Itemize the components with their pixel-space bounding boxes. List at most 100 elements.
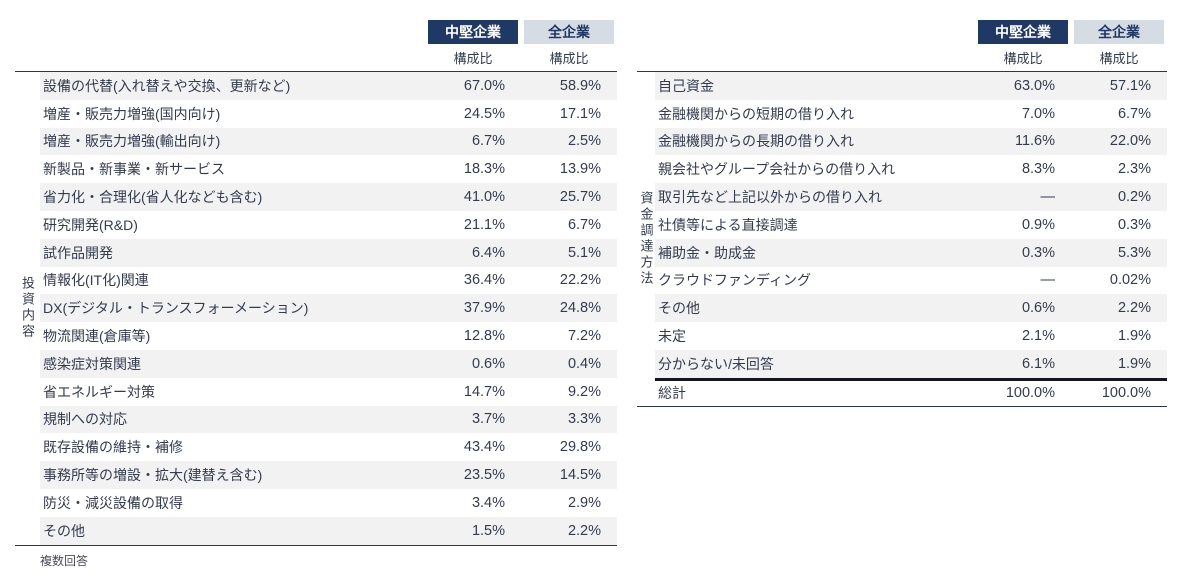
subheader-composition-ratio-midsize: 構成比 <box>1003 51 1043 66</box>
row-label: 金融機関からの長期の借り入れ <box>658 133 854 150</box>
row-label: 未定 <box>658 328 686 345</box>
table-row: 増産・販売力増強(輸出向け) 6.7% 2.5% <box>40 127 617 156</box>
table-row: 未定 2.1% 1.9% <box>655 322 1167 350</box>
row-label: 自己資金 <box>658 77 714 94</box>
all-companies-value: 0.2% <box>1117 189 1151 206</box>
midsize-value: 36.4% <box>463 272 505 289</box>
midsize-value: 8.3% <box>1021 161 1055 178</box>
all-companies-value: 14.5% <box>559 467 601 484</box>
subheader-composition-ratio-midsize: 構成比 <box>453 51 493 66</box>
midsize-value: 14.7% <box>463 383 505 400</box>
table-row: 既存設備の維持・補修 43.4% 29.8% <box>40 433 617 462</box>
all-companies-value: 0.02% <box>1109 272 1151 289</box>
table-row: DX(デジタル・トランスフォーメーション) 37.9% 24.8% <box>40 294 617 323</box>
all-companies-value: 2.3% <box>1117 161 1151 178</box>
table-row: 分からない/未回答 6.1% 1.9% <box>655 349 1167 378</box>
column-header-all-companies: 全企業 <box>524 20 614 44</box>
row-label: 省力化・合理化(省人化なども含む) <box>43 189 263 206</box>
all-companies-value: 1.9% <box>1117 355 1151 372</box>
all-companies-value: 0.3% <box>1117 216 1151 233</box>
row-label: 補助金・助成金 <box>658 244 756 261</box>
table-row: 補助金・助成金 0.3% 5.3% <box>655 238 1167 267</box>
midsize-value: 6.1% <box>1021 355 1055 372</box>
total-midsize-value: 100.0% <box>1005 385 1055 402</box>
midsize-value: 43.4% <box>463 439 505 456</box>
spacer <box>637 44 975 71</box>
row-label: 分からない/未回答 <box>658 355 774 372</box>
all-companies-value: 2.2% <box>567 522 601 539</box>
midsize-value: 0.6% <box>471 355 505 372</box>
all-companies-value: 22.0% <box>1109 133 1151 150</box>
all-companies-value: 0.4% <box>567 355 601 372</box>
midsize-value: ― <box>1040 189 1056 206</box>
spacer <box>637 20 975 44</box>
table-row: 省エネルギー対策 14.7% 9.2% <box>40 377 617 406</box>
table-row: 社債等による直接調達 0.9% 0.3% <box>655 210 1167 239</box>
table-row: その他 0.6% 2.2% <box>655 294 1167 323</box>
table-row: 試作品開発 6.4% 5.1% <box>40 238 617 267</box>
midsize-value: 1.5% <box>471 522 505 539</box>
row-label: 既存設備の維持・補修 <box>43 439 183 456</box>
table-row: 情報化(IT化)関連 36.4% 22.2% <box>40 266 617 295</box>
spacer <box>15 44 425 71</box>
column-header-midsize-companies: 中堅企業 <box>428 20 518 44</box>
table-row: 親会社やグループ会社からの借り入れ 8.3% 2.3% <box>655 155 1167 184</box>
table-row: 物流関連(倉庫等) 12.8% 7.2% <box>40 322 617 350</box>
row-label: 事務所等の増設・拡大(建替え含む) <box>43 467 263 484</box>
investment-table-header: 中堅企業 全企業 構成比 構成比 <box>15 20 617 71</box>
total-row: 総計 100.0% 100.0% <box>655 377 1167 406</box>
table-row: 自己資金 63.0% 57.1% <box>655 72 1167 100</box>
row-label: DX(デジタル・トランスフォーメーション) <box>43 300 309 317</box>
row-label: 新製品・新事業・新サービス <box>43 161 225 178</box>
midsize-value: 23.5% <box>463 467 505 484</box>
all-companies-value: 24.8% <box>559 300 601 317</box>
table-row: 研究開発(R&D) 21.1% 6.7% <box>40 210 617 239</box>
row-label: 感染症対策関連 <box>43 355 141 372</box>
row-label: 物流関連(倉庫等) <box>43 328 151 345</box>
midsize-value: 6.4% <box>471 244 505 261</box>
total-label: 総計 <box>658 385 686 402</box>
row-label: 取引先など上記以外からの借り入れ <box>658 189 882 206</box>
midsize-value: 3.4% <box>471 494 505 511</box>
all-companies-value: 2.2% <box>1117 300 1151 317</box>
funding-table-body: 資金調達方法 自己資金 63.0% 57.1% 金融機関からの短期の借り入れ 7… <box>637 71 1167 407</box>
all-companies-value: 57.1% <box>1109 77 1151 94</box>
table-row: 防災・減災設備の取得 3.4% 2.9% <box>40 488 617 517</box>
all-companies-value: 7.2% <box>567 328 601 345</box>
midsize-value: 41.0% <box>463 189 505 206</box>
column-header-all-companies: 全企業 <box>1074 20 1164 44</box>
row-label: 規制への対応 <box>43 411 127 428</box>
row-label: 試作品開発 <box>43 244 113 261</box>
midsize-value: 7.0% <box>1021 105 1055 122</box>
all-companies-value: 2.9% <box>567 494 601 511</box>
midsize-value: ― <box>1040 272 1056 289</box>
side-label-investment: 投資内容 <box>20 276 35 341</box>
all-companies-value: 1.9% <box>1117 328 1151 345</box>
all-companies-value: 5.3% <box>1117 244 1151 261</box>
row-label: 研究開発(R&D) <box>43 216 138 233</box>
midsize-value: 3.7% <box>471 411 505 428</box>
midsize-value: 18.3% <box>463 161 505 178</box>
investment-rows: 設備の代替(入れ替えや交換、更新など) 67.0% 58.9% 増産・販売力増強… <box>40 72 617 545</box>
row-label: 設備の代替(入れ替えや交換、更新など) <box>43 77 291 94</box>
column-header-midsize-companies: 中堅企業 <box>978 20 1068 44</box>
midsize-value: 67.0% <box>463 77 505 94</box>
table-row: 設備の代替(入れ替えや交換、更新など) 67.0% 58.9% <box>40 72 617 100</box>
row-label: その他 <box>43 522 85 539</box>
row-label: 金融機関からの短期の借り入れ <box>658 105 854 122</box>
midsize-value: 11.6% <box>1014 133 1055 150</box>
all-companies-value: 58.9% <box>559 77 601 94</box>
all-companies-value: 5.1% <box>567 244 601 261</box>
side-label-column: 資金調達方法 <box>637 72 655 406</box>
all-companies-value: 13.9% <box>559 161 601 178</box>
table-row: 金融機関からの長期の借り入れ 11.6% 22.0% <box>655 127 1167 156</box>
midsize-value: 21.1% <box>463 216 505 233</box>
row-label: 増産・販売力増強(国内向け) <box>43 105 221 122</box>
table-row: 事務所等の増設・拡大(建替え含む) 23.5% 14.5% <box>40 461 617 489</box>
funding-table-panel: 中堅企業 全企業 構成比 構成比 資金調達方法 自己資金 63.0% 57.1%… <box>637 20 1167 407</box>
investment-table-body: 投資内容 設備の代替(入れ替えや交換、更新など) 67.0% 58.9% 増産・… <box>15 71 617 546</box>
table-row: その他 1.5% 2.2% <box>40 516 617 545</box>
midsize-value: 2.1% <box>1021 328 1055 345</box>
all-companies-value: 17.1% <box>559 105 601 122</box>
